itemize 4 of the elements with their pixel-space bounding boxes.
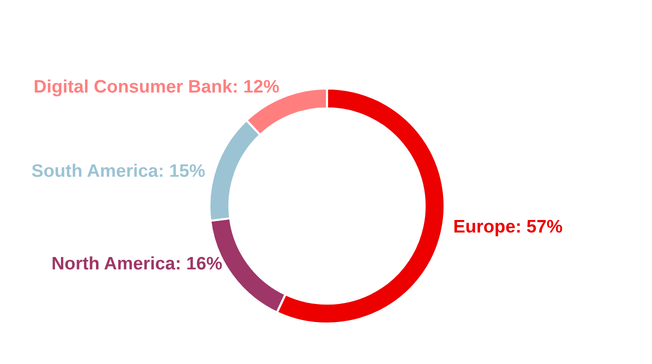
slice-label: North America: 16%: [52, 256, 222, 270]
slice-label: Europe: 57%: [454, 220, 562, 236]
slice-label: South America: 15%: [32, 164, 205, 177]
slice-label: Digital Consumer Bank: 12%: [34, 79, 279, 96]
